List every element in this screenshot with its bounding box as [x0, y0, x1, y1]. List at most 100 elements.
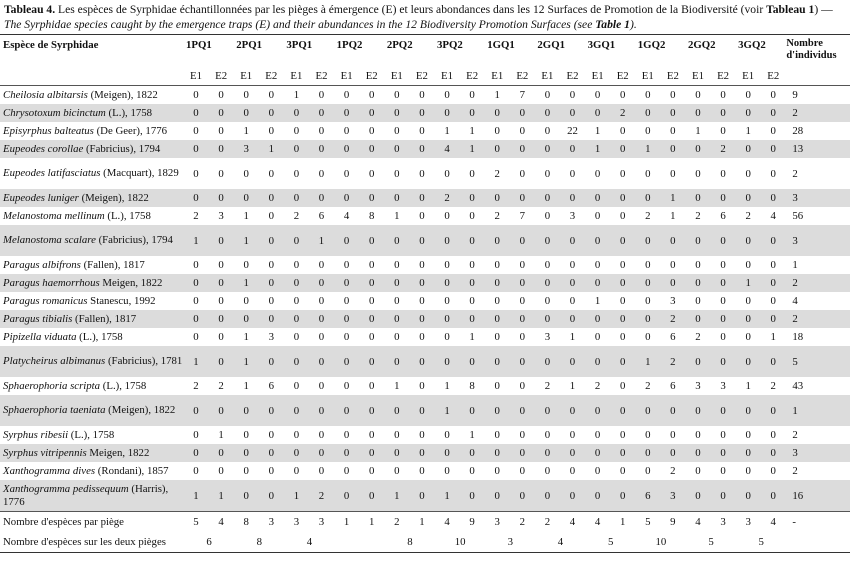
count-cell: 0	[184, 444, 208, 462]
table-body: Cheilosia albitarsis (Meigen), 1822 0 0 0 0 1…	[0, 86, 850, 553]
species-per-trap-cell: 8	[234, 511, 259, 532]
species-authority: (Meigen), 1822	[78, 191, 149, 204]
count-cell: 0	[343, 429, 350, 441]
count-cell: 0	[485, 140, 510, 158]
group-header: 1PQ1	[184, 34, 235, 67]
count-cell: 0	[745, 295, 751, 307]
species-name-cell: Paragus romanicus Stanescu, 1992	[0, 292, 184, 310]
species-binomial: Sphaerophoria taeniata	[3, 404, 106, 416]
count-cell: 0	[685, 225, 710, 256]
species-authority: (Fallen), 1817	[80, 258, 145, 271]
count-cell: 3	[218, 210, 224, 222]
count-cell: 0	[485, 104, 510, 122]
species-per-trap-cell: 1	[408, 511, 436, 532]
count-cell: 0	[193, 89, 199, 101]
total-cell: 2	[792, 429, 798, 441]
species-both-traps-label: Nombre d'espèces sur les deux pièges	[0, 532, 184, 553]
count-cell: 0	[619, 210, 626, 222]
count-cell: 4	[770, 210, 776, 222]
count-cell: 6	[670, 380, 676, 392]
count-cell: 0	[334, 225, 359, 256]
species-binomial: Eupeodes corollae	[3, 142, 84, 155]
count-cell: 0	[609, 310, 636, 328]
species-name-cell: Episyrphus balteatus (De Geer), 1776	[0, 122, 184, 140]
count-cell: 0	[284, 395, 309, 426]
count-cell: 0	[284, 140, 309, 158]
count-cell: 0	[569, 259, 576, 271]
count-cell: 0	[369, 125, 375, 137]
count-cell: 0	[184, 189, 208, 207]
count-cell: 0	[594, 259, 601, 271]
table-row: Platycheirus albimanus (Fabricius), 1781…	[0, 346, 850, 377]
count-cell: 3	[234, 140, 259, 158]
count-cell: 0	[485, 444, 510, 462]
count-cell: 0	[559, 104, 586, 122]
count-cell: 1	[635, 346, 660, 377]
count-cell: 0	[208, 346, 235, 377]
total-cell: 2	[792, 465, 798, 477]
count-cell: 0	[670, 125, 676, 137]
trap-header: E2	[709, 67, 737, 86]
count-cell: 0	[358, 104, 385, 122]
count-cell: 0	[358, 480, 385, 512]
count-cell: 0	[318, 380, 325, 392]
count-cell: 6	[635, 480, 660, 512]
count-cell: 0	[444, 210, 450, 222]
count-cell: 0	[685, 346, 710, 377]
group-header: 2GQ2	[685, 34, 737, 67]
total-header-line2: d'individus	[786, 50, 837, 61]
count-cell: 0	[343, 331, 350, 343]
trap-header: E1	[334, 67, 359, 86]
count-cell: 0	[509, 346, 536, 377]
total-cell: 4	[792, 295, 798, 307]
count-cell: 0	[343, 380, 350, 392]
count-cell: 0	[635, 104, 660, 122]
count-cell: 0	[208, 395, 235, 426]
count-cell: 0	[659, 140, 686, 158]
count-cell: 0	[760, 225, 787, 256]
count-cell: 1	[258, 140, 285, 158]
count-cell: 1	[234, 225, 259, 256]
count-cell: 0	[736, 480, 761, 512]
total-cell: 56	[792, 210, 804, 222]
count-cell: 0	[609, 140, 636, 158]
count-cell: 0	[469, 295, 475, 307]
species-per-trap-cell: 9	[659, 511, 686, 532]
count-cell: 3	[720, 380, 726, 392]
count-cell: 0	[619, 89, 626, 101]
count-cell: 0	[519, 259, 526, 271]
count-cell: 0	[258, 444, 285, 462]
total-cell: 2	[786, 274, 850, 292]
total-cell: 16	[786, 480, 850, 512]
count-cell: 0	[435, 346, 460, 377]
count-cell: 1	[208, 480, 235, 512]
count-cell: 0	[184, 274, 208, 292]
count-cell: 3	[569, 210, 576, 222]
table-row: Eupeodes corollae (Fabricius), 1794 0 0 3 1 0…	[0, 140, 850, 158]
count-cell: 0	[243, 295, 249, 307]
count-cell: 2	[544, 380, 551, 392]
caption-french: Les espèces de Syrphidae échantillonnées…	[58, 3, 764, 16]
count-cell: 0	[695, 259, 701, 271]
count-cell: 0	[509, 189, 536, 207]
count-cell: 0	[709, 346, 737, 377]
species-authority: (L.), 1758	[68, 428, 115, 441]
count-cell: 0	[308, 140, 335, 158]
count-cell: 0	[284, 444, 309, 462]
count-cell: 0	[519, 125, 526, 137]
count-cell: 1	[184, 225, 208, 256]
species-name-cell: Xanthogramma dives (Rondani), 1857	[0, 462, 184, 480]
count-cell: 0	[685, 395, 710, 426]
count-cell: 1	[308, 225, 335, 256]
count-cell: 0	[544, 89, 551, 101]
count-cell: 0	[695, 167, 701, 180]
count-cell: 0	[594, 429, 601, 441]
count-cell: 0	[585, 480, 610, 512]
count-cell: 0	[258, 395, 285, 426]
count-cell: 0	[736, 140, 761, 158]
count-cell: 0	[544, 295, 551, 307]
count-cell: 0	[208, 104, 235, 122]
count-cell: 0	[243, 429, 249, 441]
count-cell: 0	[318, 429, 325, 441]
count-cell: 0	[770, 89, 776, 101]
